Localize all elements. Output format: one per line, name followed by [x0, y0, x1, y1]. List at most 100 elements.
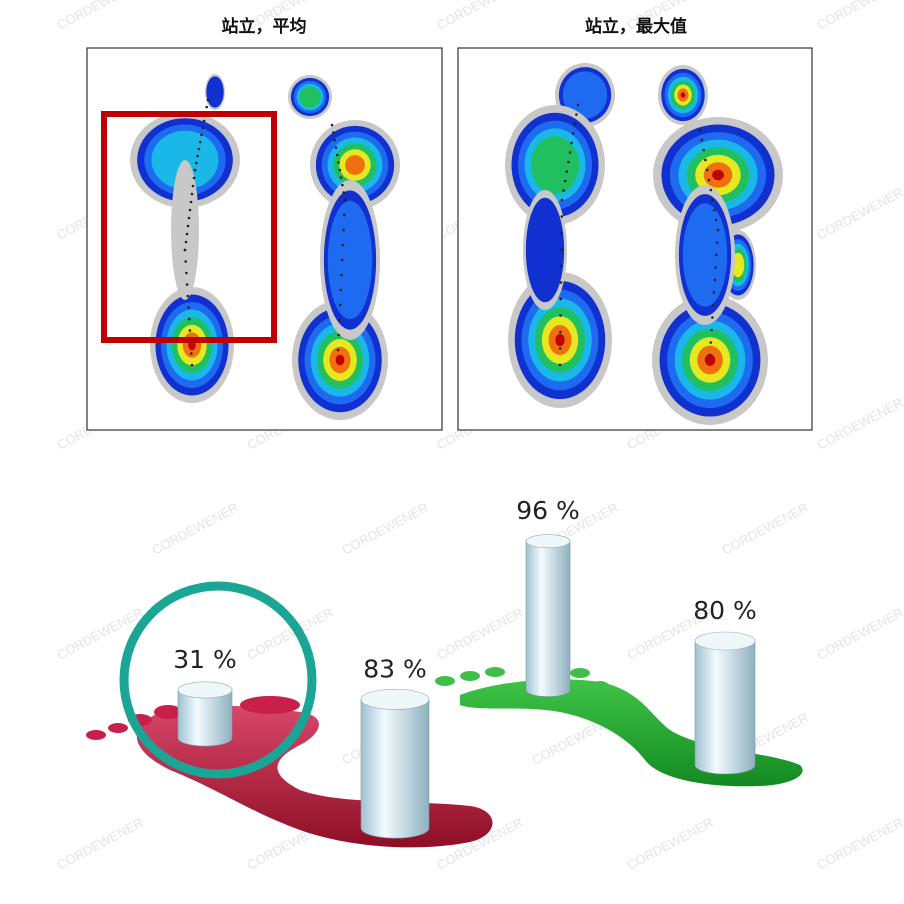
cop-dot — [200, 133, 203, 137]
watermark: CORDEWENER — [719, 500, 810, 558]
cop-dot — [698, 128, 702, 132]
cop-dot — [343, 198, 347, 202]
cop-dot — [185, 271, 188, 275]
cop-dot — [710, 328, 713, 332]
watermark: CORDEWENER — [434, 605, 525, 663]
cop-dot — [714, 218, 718, 222]
watermark: CORDEWENER — [814, 815, 904, 873]
heat-blob — [531, 136, 579, 194]
cop-dot — [186, 224, 190, 228]
cop-dot — [715, 253, 718, 257]
cop-dot — [711, 303, 715, 307]
cop-dot — [341, 183, 344, 187]
cop-dot — [567, 160, 570, 164]
cop-dot — [573, 122, 577, 126]
toes — [86, 696, 300, 740]
cop-dot — [560, 248, 563, 251]
watermark: CORDEWENER — [814, 605, 904, 663]
cop-dot — [713, 278, 717, 282]
cop-dot — [190, 363, 194, 367]
cop-dot — [197, 147, 201, 151]
cop-dot — [335, 153, 339, 157]
heat-blob — [562, 71, 608, 119]
cop-dot — [563, 179, 567, 183]
cop-dot — [340, 273, 343, 277]
cop-dot — [201, 126, 205, 130]
watermark: CORDEWENER — [814, 0, 904, 33]
cop-dot — [192, 176, 196, 180]
cop-dot — [562, 189, 565, 192]
cop-dot — [559, 264, 563, 268]
cop-dot — [191, 184, 195, 188]
cop-dot — [558, 363, 562, 367]
cop-dot — [336, 348, 340, 352]
cop-dot — [559, 314, 562, 317]
cop-dot — [188, 208, 192, 212]
heat-blob — [682, 203, 728, 307]
heat-blob — [171, 160, 199, 300]
highlight-box — [101, 111, 277, 343]
cop-dot — [559, 281, 563, 284]
cop-dot — [195, 161, 198, 165]
pillar-label: 80 % — [693, 596, 757, 625]
cop-dot — [184, 240, 188, 244]
pillars: 31 % 83 % 96 % 80 % — [173, 496, 757, 839]
cop-dot — [184, 260, 187, 263]
pillar-label: 83 % — [363, 654, 427, 683]
heat-blob — [335, 354, 345, 366]
cop-dot — [338, 168, 342, 172]
heat-blob — [299, 86, 321, 108]
cop-dot — [711, 316, 714, 319]
cop-dot — [339, 288, 343, 292]
cop-dot — [565, 170, 569, 173]
heat-blob — [680, 92, 686, 98]
cop-dot — [205, 105, 208, 109]
pillar-top — [360, 688, 430, 710]
cop-dot — [576, 103, 580, 107]
cop-dot — [708, 353, 712, 357]
heat-blob — [712, 169, 724, 181]
cop-dot — [714, 266, 717, 269]
cop-dot — [189, 200, 193, 204]
cop-dot — [341, 243, 345, 247]
pillar-top — [694, 631, 756, 651]
cop-dot — [575, 113, 578, 116]
heat-blob — [345, 155, 365, 175]
cop-dot — [560, 231, 563, 235]
watermark: CORDEWENER — [814, 395, 904, 453]
cop-dot — [558, 347, 562, 350]
cop-dot — [185, 232, 189, 236]
cop-dot — [712, 291, 716, 294]
heat-blob — [555, 333, 565, 347]
watermark: CORDEWENER — [624, 815, 715, 873]
cop-dot — [559, 330, 562, 334]
watermark: CORDEWENER — [54, 815, 145, 873]
cop-dot — [340, 258, 344, 262]
pillar-top — [177, 681, 233, 699]
cop-dot — [206, 98, 210, 102]
cop-dot — [709, 188, 713, 192]
cop-dot — [338, 318, 341, 322]
cop-dot — [339, 176, 343, 179]
cop-dot — [193, 168, 197, 172]
cop-dot — [186, 294, 190, 298]
cop-dot — [332, 131, 335, 134]
heat-blob — [206, 76, 224, 108]
cop-dot — [337, 161, 340, 164]
heat-blob — [327, 200, 373, 320]
cop-dot — [337, 333, 341, 337]
toes — [435, 667, 609, 691]
highlight-circle — [119, 581, 317, 779]
cop-dot — [343, 213, 346, 217]
cop-dot — [196, 154, 199, 158]
pillar-label: 96 % — [516, 496, 580, 525]
cop-dot — [700, 138, 704, 142]
cop-dot — [702, 148, 705, 152]
cop-dot — [188, 329, 192, 332]
cop-dot — [568, 151, 572, 154]
cop-dot — [202, 119, 206, 123]
cop-dot — [559, 297, 563, 301]
cop-dot — [711, 198, 714, 202]
cop-dot — [333, 138, 336, 142]
